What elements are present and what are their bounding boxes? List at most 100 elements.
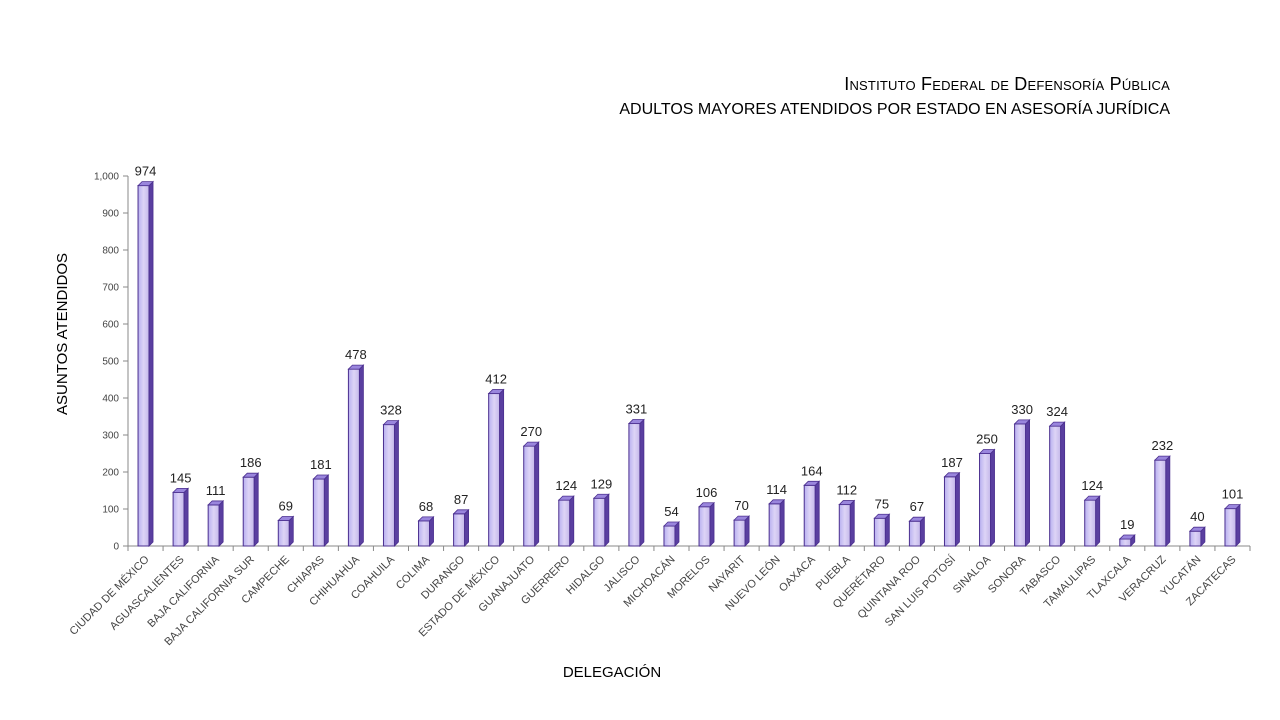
chart-title: Instituto Federal de Defensoría Pública <box>844 74 1170 94</box>
y-tick-label: 900 <box>102 209 119 220</box>
bar-front <box>277 519 290 547</box>
data-label: 328 <box>380 403 402 418</box>
bar-side <box>884 513 890 547</box>
data-label: 54 <box>664 504 678 519</box>
bar-side <box>464 508 469 547</box>
bar-side <box>1165 455 1171 547</box>
bar-side <box>1095 495 1101 547</box>
bar-front <box>382 424 395 547</box>
bar-top <box>522 441 540 447</box>
y-tick-label: 600 <box>102 320 119 331</box>
bar-top <box>1188 526 1206 532</box>
bar <box>347 364 365 547</box>
bar-top <box>557 495 575 501</box>
data-label: 112 <box>836 483 857 498</box>
bar-front <box>628 423 641 547</box>
bar-top <box>943 472 961 478</box>
data-label: 186 <box>240 455 262 470</box>
bar-front <box>663 525 676 547</box>
bar-front <box>733 519 746 547</box>
bar-side <box>920 516 925 547</box>
bar-top <box>172 487 190 493</box>
bar-side <box>709 501 715 547</box>
bar <box>172 487 190 547</box>
bar-side <box>148 180 154 547</box>
bar-front <box>1049 425 1062 547</box>
data-label: 111 <box>206 483 226 498</box>
y-tick-label: 500 <box>102 357 119 368</box>
bar-top <box>1118 534 1136 540</box>
bar-side <box>359 364 364 547</box>
bar-side <box>183 487 189 547</box>
bar-side <box>218 499 224 547</box>
bar-front <box>137 185 150 547</box>
bar <box>242 472 260 547</box>
bar-side <box>1025 418 1030 547</box>
bar-front <box>242 476 255 547</box>
bar <box>592 493 610 547</box>
bar-side <box>639 418 645 547</box>
bar-front <box>593 497 606 547</box>
y-tick-label: 200 <box>102 468 119 479</box>
bar <box>978 448 996 547</box>
bar-front <box>312 478 325 547</box>
data-label: 124 <box>555 478 577 493</box>
y-tick-label: 300 <box>102 431 119 442</box>
bar-front <box>908 520 921 547</box>
bar-top <box>733 515 751 521</box>
data-label: 69 <box>279 498 293 513</box>
bar-front <box>943 476 956 547</box>
data-label: 68 <box>419 499 433 514</box>
bar-top <box>768 499 786 505</box>
bar-side <box>849 499 855 547</box>
bar-top <box>978 449 996 454</box>
data-label: 106 <box>696 485 718 500</box>
y-tick-label: 800 <box>102 246 119 257</box>
bar-side <box>744 515 750 547</box>
bar-side <box>955 471 960 547</box>
y-tick-label: 400 <box>102 394 119 405</box>
bar-front <box>698 506 711 547</box>
bar <box>557 495 575 547</box>
y-tick-label: 700 <box>102 283 119 294</box>
data-label: 19 <box>1120 517 1134 532</box>
data-label: 324 <box>1046 404 1068 419</box>
bar-top <box>1153 455 1171 461</box>
bar <box>838 499 856 547</box>
bar <box>943 471 961 547</box>
chart-subtitle: ADULTOS MAYORES ATENDIDOS POR ESTADO EN … <box>619 101 1170 118</box>
data-label: 129 <box>590 476 612 491</box>
data-label: 270 <box>520 424 542 439</box>
x-axis <box>127 545 1251 551</box>
bar-front <box>347 368 360 547</box>
bar-top <box>137 181 154 187</box>
y-tick-label: 100 <box>102 505 119 516</box>
bar <box>663 521 680 547</box>
bar-top <box>452 509 470 515</box>
bar-front <box>523 445 536 547</box>
y-tick-label: 0 <box>113 542 119 553</box>
bar-top <box>627 419 645 424</box>
bar-side <box>990 448 995 547</box>
bar-top <box>312 474 330 480</box>
bar-front <box>873 517 886 547</box>
bar-front <box>1119 538 1132 547</box>
bar-top <box>207 500 225 506</box>
bar <box>1224 503 1241 547</box>
data-label: 974 <box>135 164 157 179</box>
bar <box>1048 421 1066 547</box>
data-label: 75 <box>875 496 889 511</box>
y-tick-label: 1,000 <box>94 172 119 183</box>
bar-front <box>453 513 466 547</box>
bar <box>417 515 435 547</box>
bar-front <box>768 503 781 547</box>
bar <box>768 498 786 547</box>
data-label: 187 <box>941 455 963 470</box>
bar-side <box>534 441 540 547</box>
bar <box>1118 534 1136 547</box>
bar <box>382 419 400 547</box>
bar-front <box>1154 459 1167 547</box>
bar-top <box>1224 504 1241 510</box>
data-label: 181 <box>310 457 332 472</box>
